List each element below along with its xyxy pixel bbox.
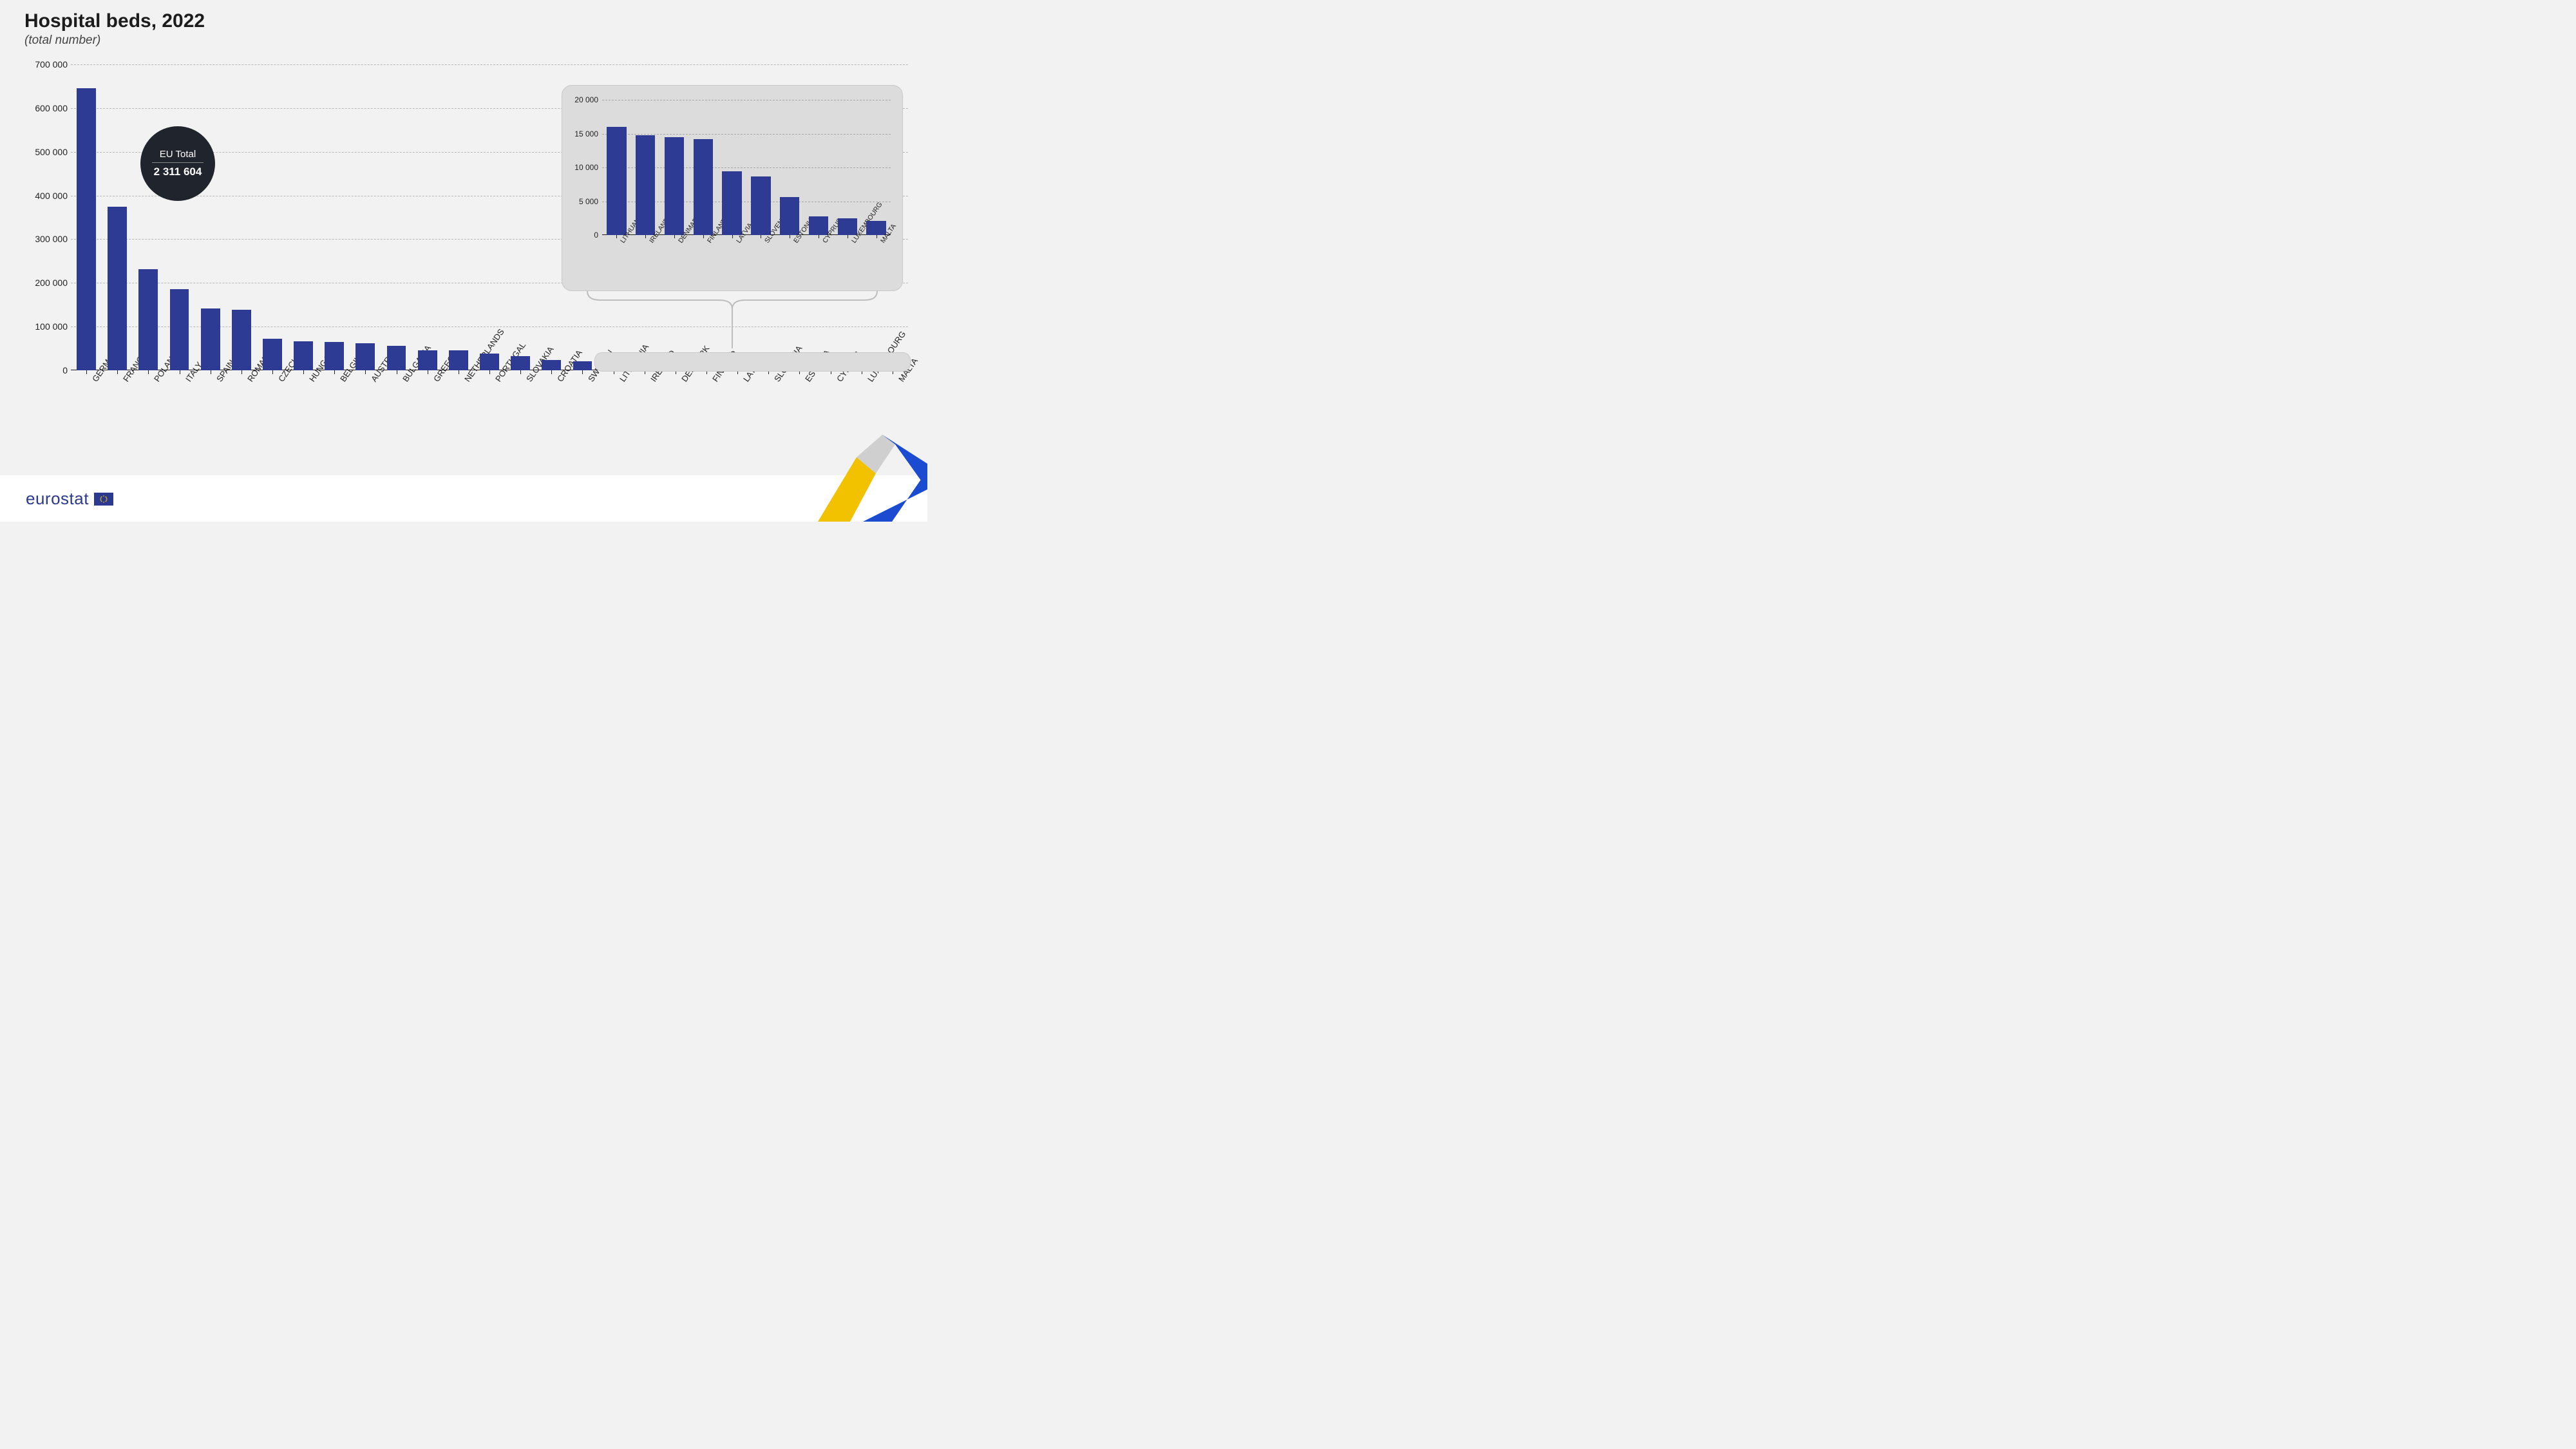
bar: [294, 341, 313, 370]
inset-bar: [838, 218, 857, 235]
inset-bar: [636, 135, 655, 235]
bar: [77, 88, 96, 370]
inset-x-tick: [645, 235, 646, 238]
bar: [387, 346, 406, 370]
y-tick-label: 300 000: [16, 234, 68, 244]
y-tick-label: 600 000: [16, 103, 68, 113]
bar: [573, 361, 592, 370]
bar: [232, 310, 251, 370]
inset-x-tick: [703, 235, 704, 238]
x-tick: [582, 370, 583, 374]
bar: [480, 354, 499, 370]
x-tick: [86, 370, 87, 374]
eurostat-logo: eurostat: [26, 489, 113, 509]
inset-bar: [751, 176, 770, 235]
inset-y-tick-label: 15 000: [567, 129, 602, 138]
highlight-strip: [594, 352, 911, 372]
inset-x-tick: [876, 235, 877, 238]
y-tick-label: 0: [16, 365, 68, 375]
inset-bar: [694, 139, 713, 235]
inset-grid-line: [602, 134, 891, 135]
chart-subtitle: (total number): [24, 33, 100, 48]
bar: [449, 350, 468, 370]
bar: [138, 269, 158, 370]
y-tick-label: 500 000: [16, 147, 68, 157]
inset-bar: [809, 216, 828, 235]
inset-bar-chart: 05 00010 00015 00020 000LITHUANIAIRELAND…: [602, 100, 891, 235]
bar: [511, 356, 530, 370]
eu-total-label: EU Total: [160, 149, 196, 162]
inset-x-tick: [616, 235, 617, 238]
inset-x-tick: [674, 235, 675, 238]
y-tick-label: 700 000: [16, 59, 68, 70]
y-tick-label: 400 000: [16, 191, 68, 201]
bar: [108, 207, 127, 370]
x-tick: [303, 370, 304, 374]
eurostat-text: eurostat: [26, 489, 89, 509]
grid-line: [71, 64, 908, 65]
inset-bar: [607, 127, 626, 235]
eu-total-badge: EU Total 2 311 604: [140, 126, 215, 201]
footer: eurostat: [0, 475, 927, 522]
eu-total-value: 2 311 604: [152, 162, 204, 178]
x-tick: [520, 370, 521, 374]
x-tick: [148, 370, 149, 374]
inset-bar: [780, 197, 799, 235]
bar: [263, 339, 282, 370]
x-tick: [117, 370, 118, 374]
inset-bar: [722, 171, 741, 235]
chart-title: Hospital beds, 2022: [24, 10, 205, 32]
bar: [170, 289, 189, 370]
bar: [325, 342, 344, 370]
chart-area: Hospital beds, 2022 (total number) 0 100 …: [0, 0, 927, 475]
inset-y-tick-label: 20 000: [567, 95, 602, 104]
y-tick-label: 100 000: [16, 321, 68, 332]
chevron-logo-icon: [760, 419, 927, 522]
x-tick: [365, 370, 366, 374]
bar: [418, 350, 437, 370]
x-tick: [489, 370, 490, 374]
inset-y-tick-label: 10 000: [567, 163, 602, 172]
y-tick-label: 200 000: [16, 278, 68, 288]
inset-bar: [665, 137, 684, 235]
x-tick: [334, 370, 335, 374]
inset-x-tick: [732, 235, 733, 238]
eu-flag-icon: [94, 493, 113, 506]
x-tick: [551, 370, 552, 374]
bar: [542, 360, 561, 370]
bar: [355, 343, 375, 370]
x-tick: [272, 370, 273, 374]
inset-panel: 05 00010 00015 00020 000LITHUANIAIRELAND…: [562, 85, 903, 291]
inset-y-tick-label: 5 000: [567, 197, 602, 206]
inset-y-tick-label: 0: [567, 231, 602, 240]
bar: [201, 308, 220, 370]
